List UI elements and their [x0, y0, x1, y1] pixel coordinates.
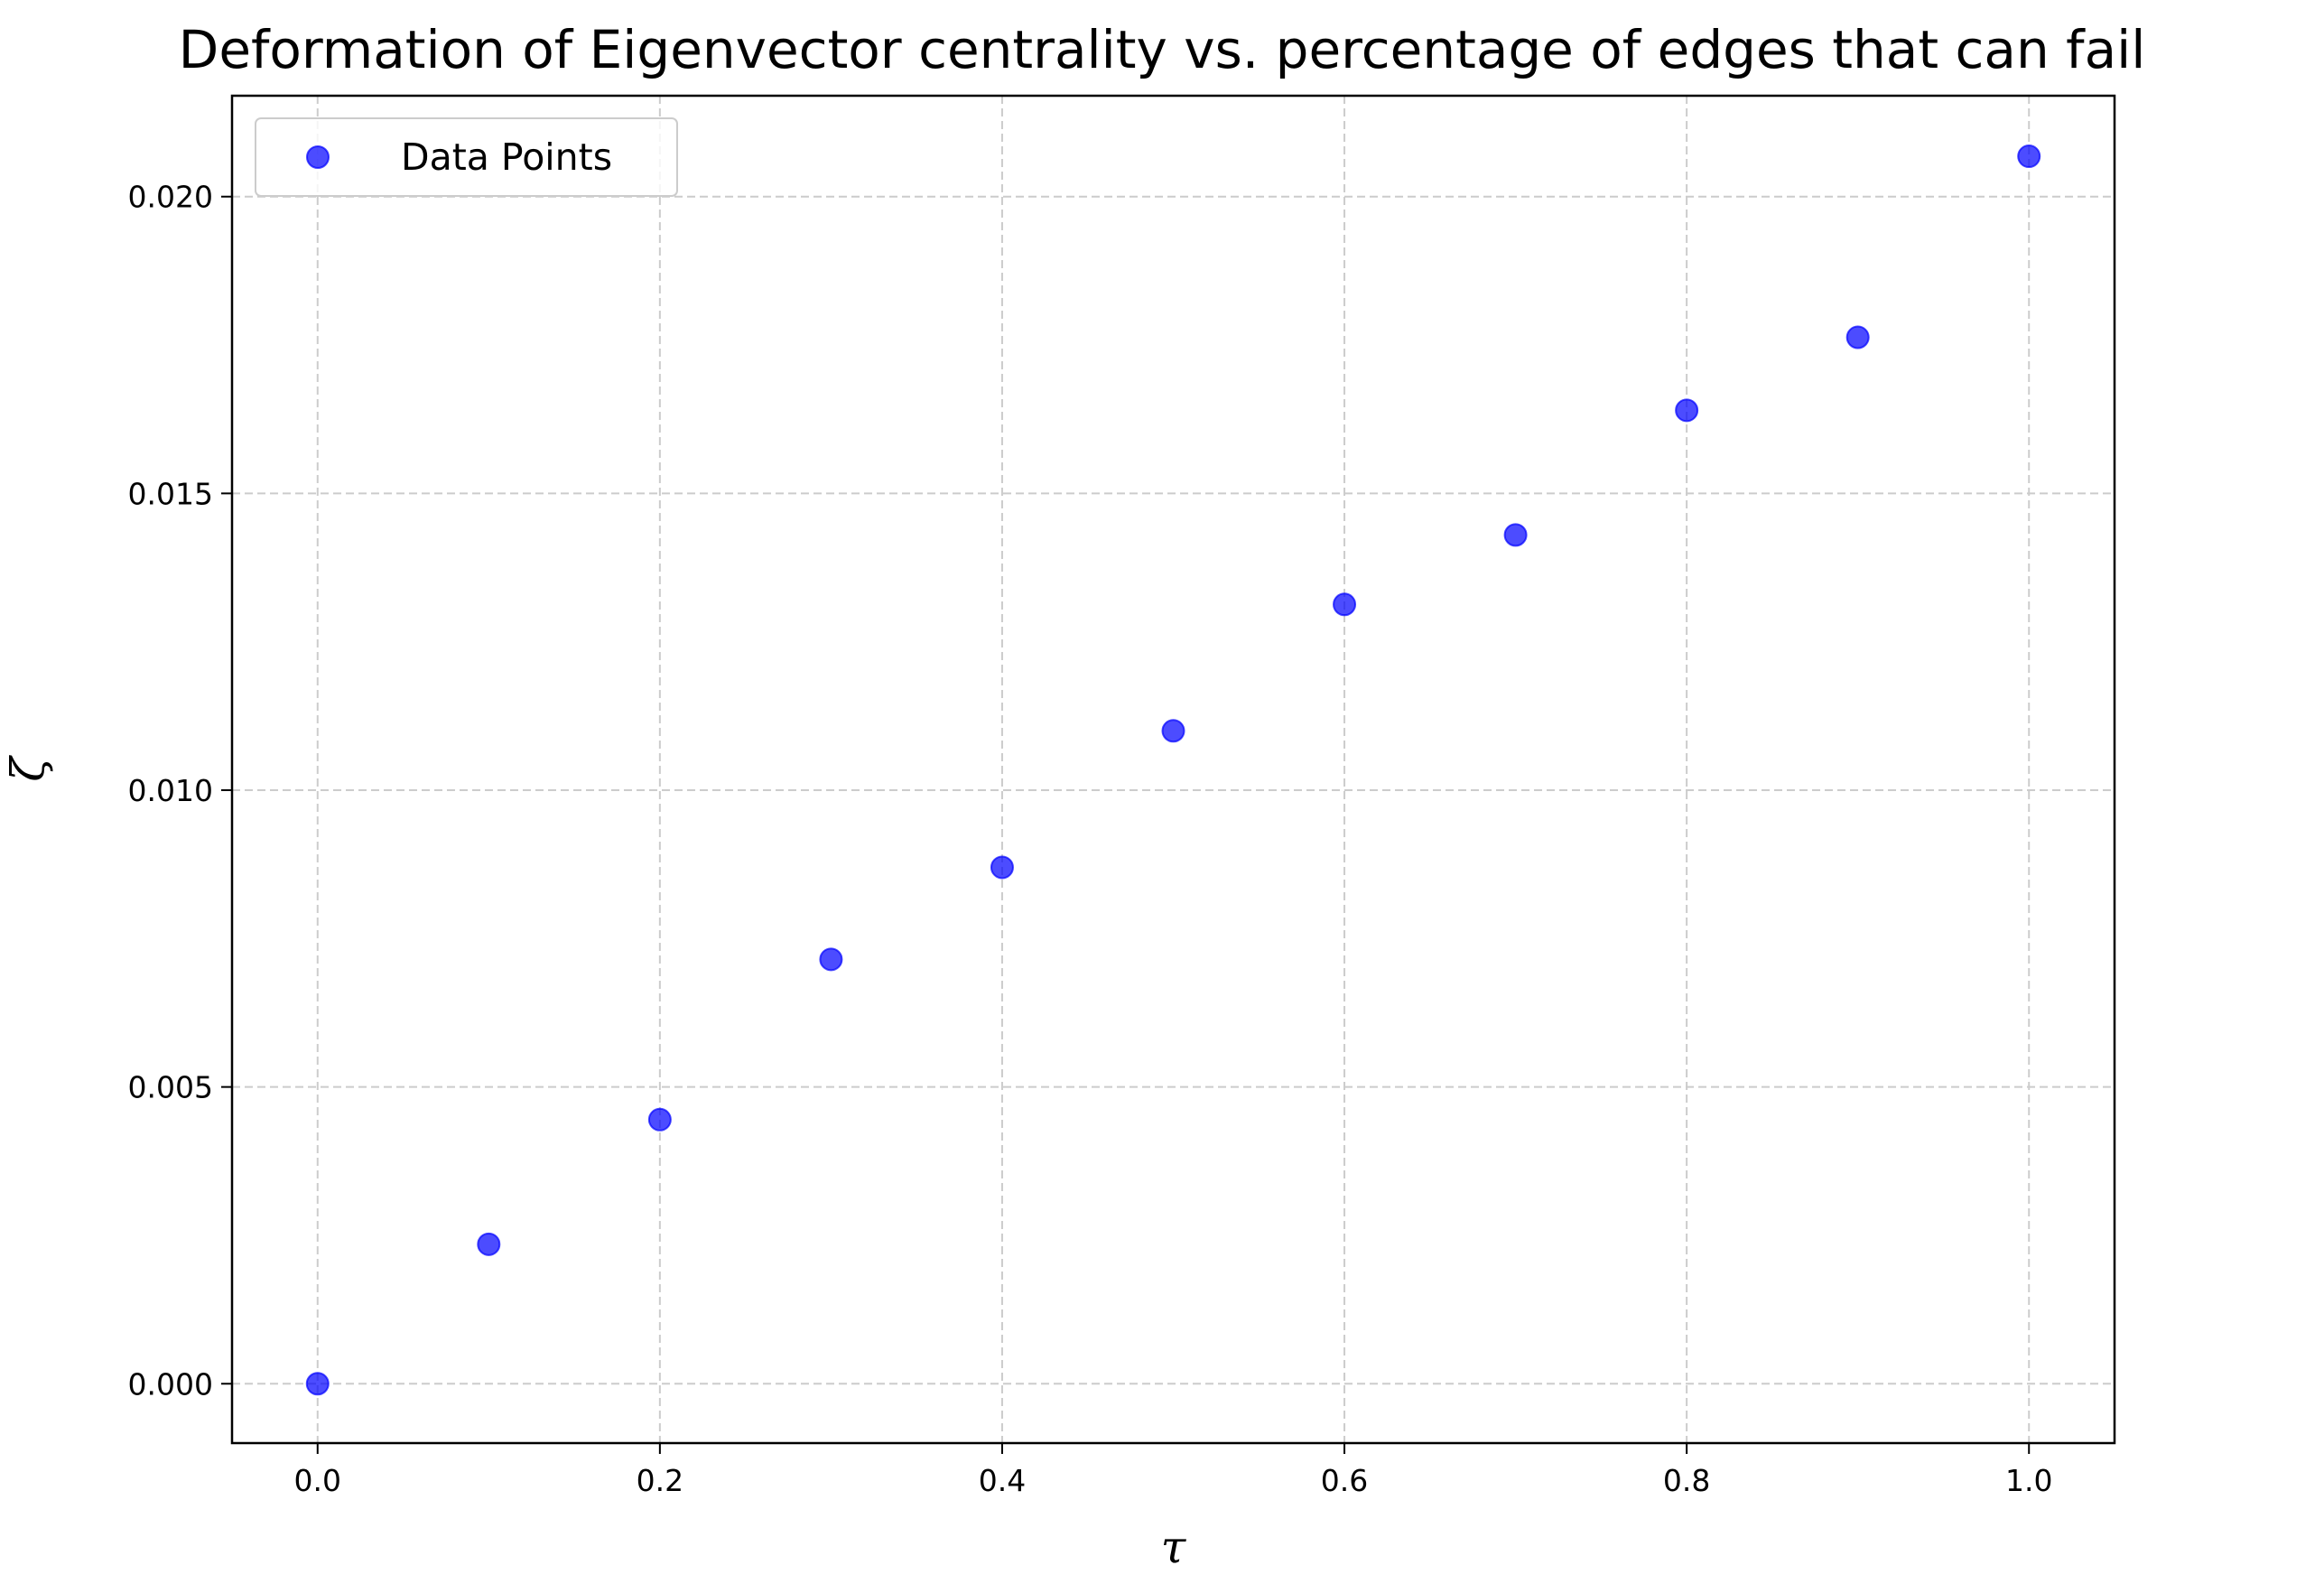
data-points — [305, 144, 2041, 1396]
legend-label: Data Points — [401, 135, 612, 179]
data-point — [1333, 592, 1357, 617]
data-point — [1845, 325, 1870, 349]
x-tick-label: 1.0 — [2005, 1463, 2052, 1498]
axis-ticks: 0.0 0.2 0.4 0.6 0.8 1.0 0.000 0.005 0.010 0.015 0.… — [128, 180, 2053, 1498]
y-tick-label: 0.010 — [128, 773, 213, 808]
plot-frame — [230, 94, 2116, 1445]
legend: Data Points — [255, 117, 678, 197]
data-point — [990, 855, 1014, 880]
data-point — [1503, 523, 1528, 547]
x-tick-label: 0.0 — [294, 1463, 341, 1498]
x-tick-label: 0.8 — [1663, 1463, 1710, 1498]
x-axis-label: τ — [1161, 1521, 1187, 1573]
data-point — [477, 1232, 501, 1256]
data-point — [1675, 398, 1699, 423]
x-tick-label: 0.2 — [637, 1463, 683, 1498]
y-tick-label: 0.000 — [128, 1366, 213, 1402]
y-tick-label: 0.020 — [128, 180, 213, 215]
grid — [232, 96, 2115, 1443]
data-point — [2017, 144, 2041, 169]
chart-title: Deformation of Eigenvector centrality vs… — [179, 19, 2146, 80]
x-tick-label: 0.6 — [1321, 1463, 1368, 1498]
y-axis-label: ζ — [2, 755, 54, 782]
data-point — [647, 1107, 672, 1132]
data-point — [819, 947, 843, 972]
y-tick-label: 0.005 — [128, 1070, 213, 1105]
legend-marker — [306, 145, 330, 169]
data-point — [1161, 719, 1185, 743]
x-tick-label: 0.4 — [979, 1463, 1026, 1498]
legend-box — [255, 117, 678, 197]
y-tick-label: 0.015 — [128, 476, 213, 511]
data-point — [305, 1372, 330, 1396]
